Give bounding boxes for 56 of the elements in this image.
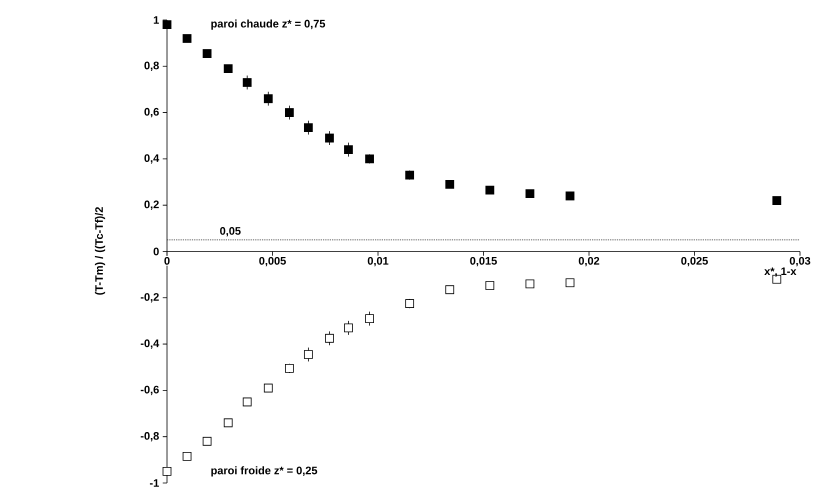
y-tick-label: -0,8 (140, 432, 159, 442)
point (202, 436, 212, 446)
point (162, 20, 172, 30)
ref-line-label: 0,05 (220, 227, 241, 236)
point (264, 94, 273, 104)
x-tick-label: 0,005 (259, 256, 286, 266)
x-tick-label: 0 (164, 256, 170, 265)
point (304, 350, 313, 359)
point (162, 467, 172, 476)
y-tick-label: -0,6 (140, 386, 159, 396)
x-axis-title: x*, 1-x (764, 268, 796, 277)
x-tick-label: 0,025 (681, 256, 708, 266)
point (566, 278, 574, 288)
point (242, 78, 252, 87)
y-tick-label: 1 (154, 16, 159, 24)
x-tick-label: 0,03 (790, 256, 810, 266)
y-tick-label: -1 (150, 479, 159, 487)
point (344, 323, 353, 332)
x-tick-label: 0,015 (470, 256, 497, 266)
y-tick-label: 0,2 (144, 200, 159, 210)
point (526, 279, 534, 288)
point (526, 189, 534, 198)
point (284, 364, 294, 373)
y-tick-label: 0 (154, 248, 159, 256)
y-tick-label: -0,2 (140, 293, 159, 302)
point (224, 64, 233, 73)
point (242, 398, 252, 406)
point (566, 192, 574, 200)
point (325, 334, 334, 343)
point (772, 196, 782, 205)
point (445, 180, 454, 189)
point (365, 314, 374, 324)
point (405, 170, 414, 180)
point (264, 384, 273, 392)
point (344, 145, 353, 154)
point (485, 281, 494, 290)
point (284, 108, 294, 117)
y-axis-title: (T-Tm) / ((Tc-Tf)/2 (94, 207, 106, 295)
x-tick-label: 0,01 (368, 256, 388, 266)
point (445, 285, 454, 294)
point (182, 34, 192, 43)
point (202, 49, 212, 58)
point (365, 154, 374, 164)
point (405, 299, 414, 308)
y-tick-label: 0,8 (144, 62, 159, 71)
point (224, 418, 233, 428)
point (325, 134, 334, 142)
y-tick-label: -0,4 (140, 339, 160, 349)
point (182, 452, 192, 461)
point (485, 186, 494, 195)
series-label: paroi froide z* = 0,25 (211, 466, 318, 477)
series-label: paroi chaude z* = 0,75 (211, 20, 326, 30)
y-tick-label: 0,6 (144, 108, 159, 118)
point (304, 123, 313, 132)
y-tick-label: 0,4 (144, 154, 160, 164)
x-tick-label: 0,02 (578, 256, 600, 266)
